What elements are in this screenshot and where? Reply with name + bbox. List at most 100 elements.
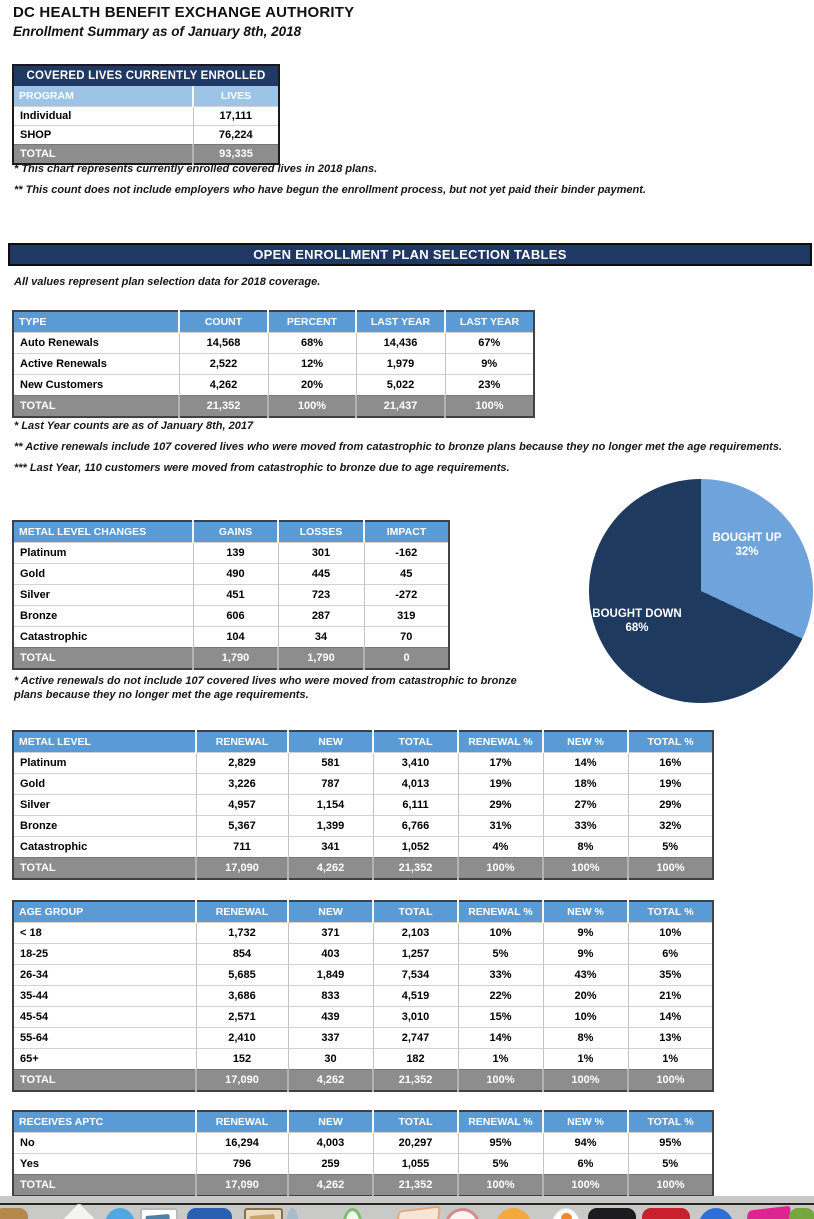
table-cell: 104 [192,626,278,648]
table-cell: Bronze [13,815,196,837]
table-row: 45-54 2,571 439 3,010 15% 10% 14% [13,1006,713,1028]
terminal-app-icon[interactable] [588,1208,636,1219]
table-row: Active Renewals 2,522 12% 1,979 9% [13,353,534,375]
table-cell: 152 [195,1048,288,1070]
red-ring-app-icon[interactable] [444,1208,481,1219]
table-cell: 796 [195,1153,288,1175]
column-header: RECEIVES APTC [13,1111,196,1133]
column-header: TOTAL % [627,1111,713,1133]
table-row: Auto Renewals 14,568 68% 14,436 67% [13,332,534,354]
small-badge-app-icon[interactable] [286,1208,299,1219]
metal-level-changes-table: METAL LEVEL CHANGES GAINS LOSSES IMPACT Pla… [12,520,450,670]
table-cell: 1,849 [287,964,373,986]
table-cell: 4,003 [287,1132,373,1154]
photo-thumb-app-icon[interactable] [789,1208,814,1219]
table-cell: TOTAL [13,144,193,164]
table-cell: 1% [457,1048,543,1070]
table-cell: 100% [627,857,713,879]
footnote: ** Active renewals include 107 covered l… [14,441,783,453]
table-cell: 21% [627,985,713,1007]
table-cell: 2,571 [195,1006,288,1028]
orange-dot-app-icon[interactable] [551,1208,581,1219]
table-cell: 45-54 [13,1006,196,1028]
blue-circle-app-icon[interactable] [698,1208,734,1219]
dock [0,1196,814,1219]
table-cell: 4,262 [287,1174,373,1196]
table-row: 55-64 2,410 337 2,747 14% 8% 13% [13,1027,713,1049]
table-cell: 35% [627,964,713,986]
table-cell: 1,399 [287,815,373,837]
table-cell: 93,335 [192,144,279,164]
table-cell: 14% [457,1027,543,1049]
table-cell: SHOP [13,125,193,145]
pie-slice-percent: 32% [735,546,759,558]
column-header: TOTAL [372,731,458,753]
red-media-app-icon[interactable] [642,1208,690,1219]
column-header: LAST YEAR [444,311,534,333]
table-cell: 4,262 [178,374,268,396]
column-header: LIVES [192,86,279,107]
table-cell: Gold [13,773,196,795]
table-cell: 9% [542,922,628,944]
table-cell: 20% [542,985,628,1007]
metal-level-table: METAL LEVEL RENEWAL NEW TOTAL RENEWAL % NEW %… [12,730,714,880]
table-cell: 67% [444,332,534,354]
tan-frame-app-icon[interactable] [244,1208,283,1219]
table-cell: 6,766 [372,815,458,837]
table-cell: 14% [627,1006,713,1028]
table-cell: 581 [287,752,373,774]
table-cell: Catastrophic [13,836,196,858]
table-row: 65+ 152 30 182 1% 1% 1% [13,1048,713,1070]
globe-app-icon[interactable] [104,1208,136,1219]
column-header: GAINS [192,521,278,543]
column-header: TYPE [13,311,179,333]
table-cell: 139 [192,542,278,564]
column-header: NEW [287,1111,373,1133]
table-cell: 22% [457,985,543,1007]
orange-dot-app-icon-detail [560,1213,572,1219]
table-cell: 100% [457,1069,543,1091]
column-header: RENEWAL [195,731,288,753]
table-cell: 21,437 [355,395,445,417]
table-cell: 13% [627,1027,713,1049]
orange-circle-app-icon[interactable] [495,1208,532,1219]
green-ring-app-icon[interactable] [342,1208,363,1219]
table-cell: 100% [267,395,356,417]
table-row: Catastrophic 711 341 1,052 4% 8% 5% [13,836,713,858]
photos-app-icon[interactable] [140,1208,178,1219]
table-cell: TOTAL [13,395,179,417]
leather-app-icon[interactable] [0,1208,28,1219]
table-cell: 20% [267,374,356,396]
blue-folder-app-icon[interactable] [187,1208,232,1219]
table-cell: 10% [542,1006,628,1028]
table-cell: TOTAL [13,1174,196,1196]
table-cell: 33% [542,815,628,837]
column-header: IMPACT [363,521,449,543]
table-cell: 100% [444,395,534,417]
pink-ribbon-app-icon[interactable] [743,1205,791,1219]
table-cell: 17,090 [195,1174,288,1196]
table-cell: 21,352 [178,395,268,417]
table-cell: 14% [542,752,628,774]
column-header: RENEWAL [195,1111,288,1133]
column-header: METAL LEVEL CHANGES [13,521,193,543]
column-header: COUNT [178,311,268,333]
column-header: PROGRAM [13,86,193,107]
paper-cone-app-icon[interactable] [393,1205,441,1219]
column-header: RENEWAL % [457,1111,543,1133]
table-row: Platinum 2,829 581 3,410 17% 14% 16% [13,752,713,774]
column-header-row: TYPE COUNT PERCENT LAST YEAR LAST YEAR [13,311,534,333]
table-cell: 5% [457,1153,543,1175]
column-header-row: METAL LEVEL RENEWAL NEW TOTAL RENEWAL % NEW %… [13,731,713,753]
table-cell: 445 [277,563,364,585]
table-cell: 18-25 [13,943,196,965]
table-row: Silver 451 723 -272 [13,584,449,606]
page-subtitle: Enrollment Summary as of January 8th, 20… [13,24,302,39]
table-cell: 10% [627,922,713,944]
table-cell: New Customers [13,374,179,396]
table-cell: 19% [457,773,543,795]
tan-frame-app-icon-detail [249,1213,276,1219]
table-cell: 259 [287,1153,373,1175]
table-cell: 76,224 [192,125,279,145]
